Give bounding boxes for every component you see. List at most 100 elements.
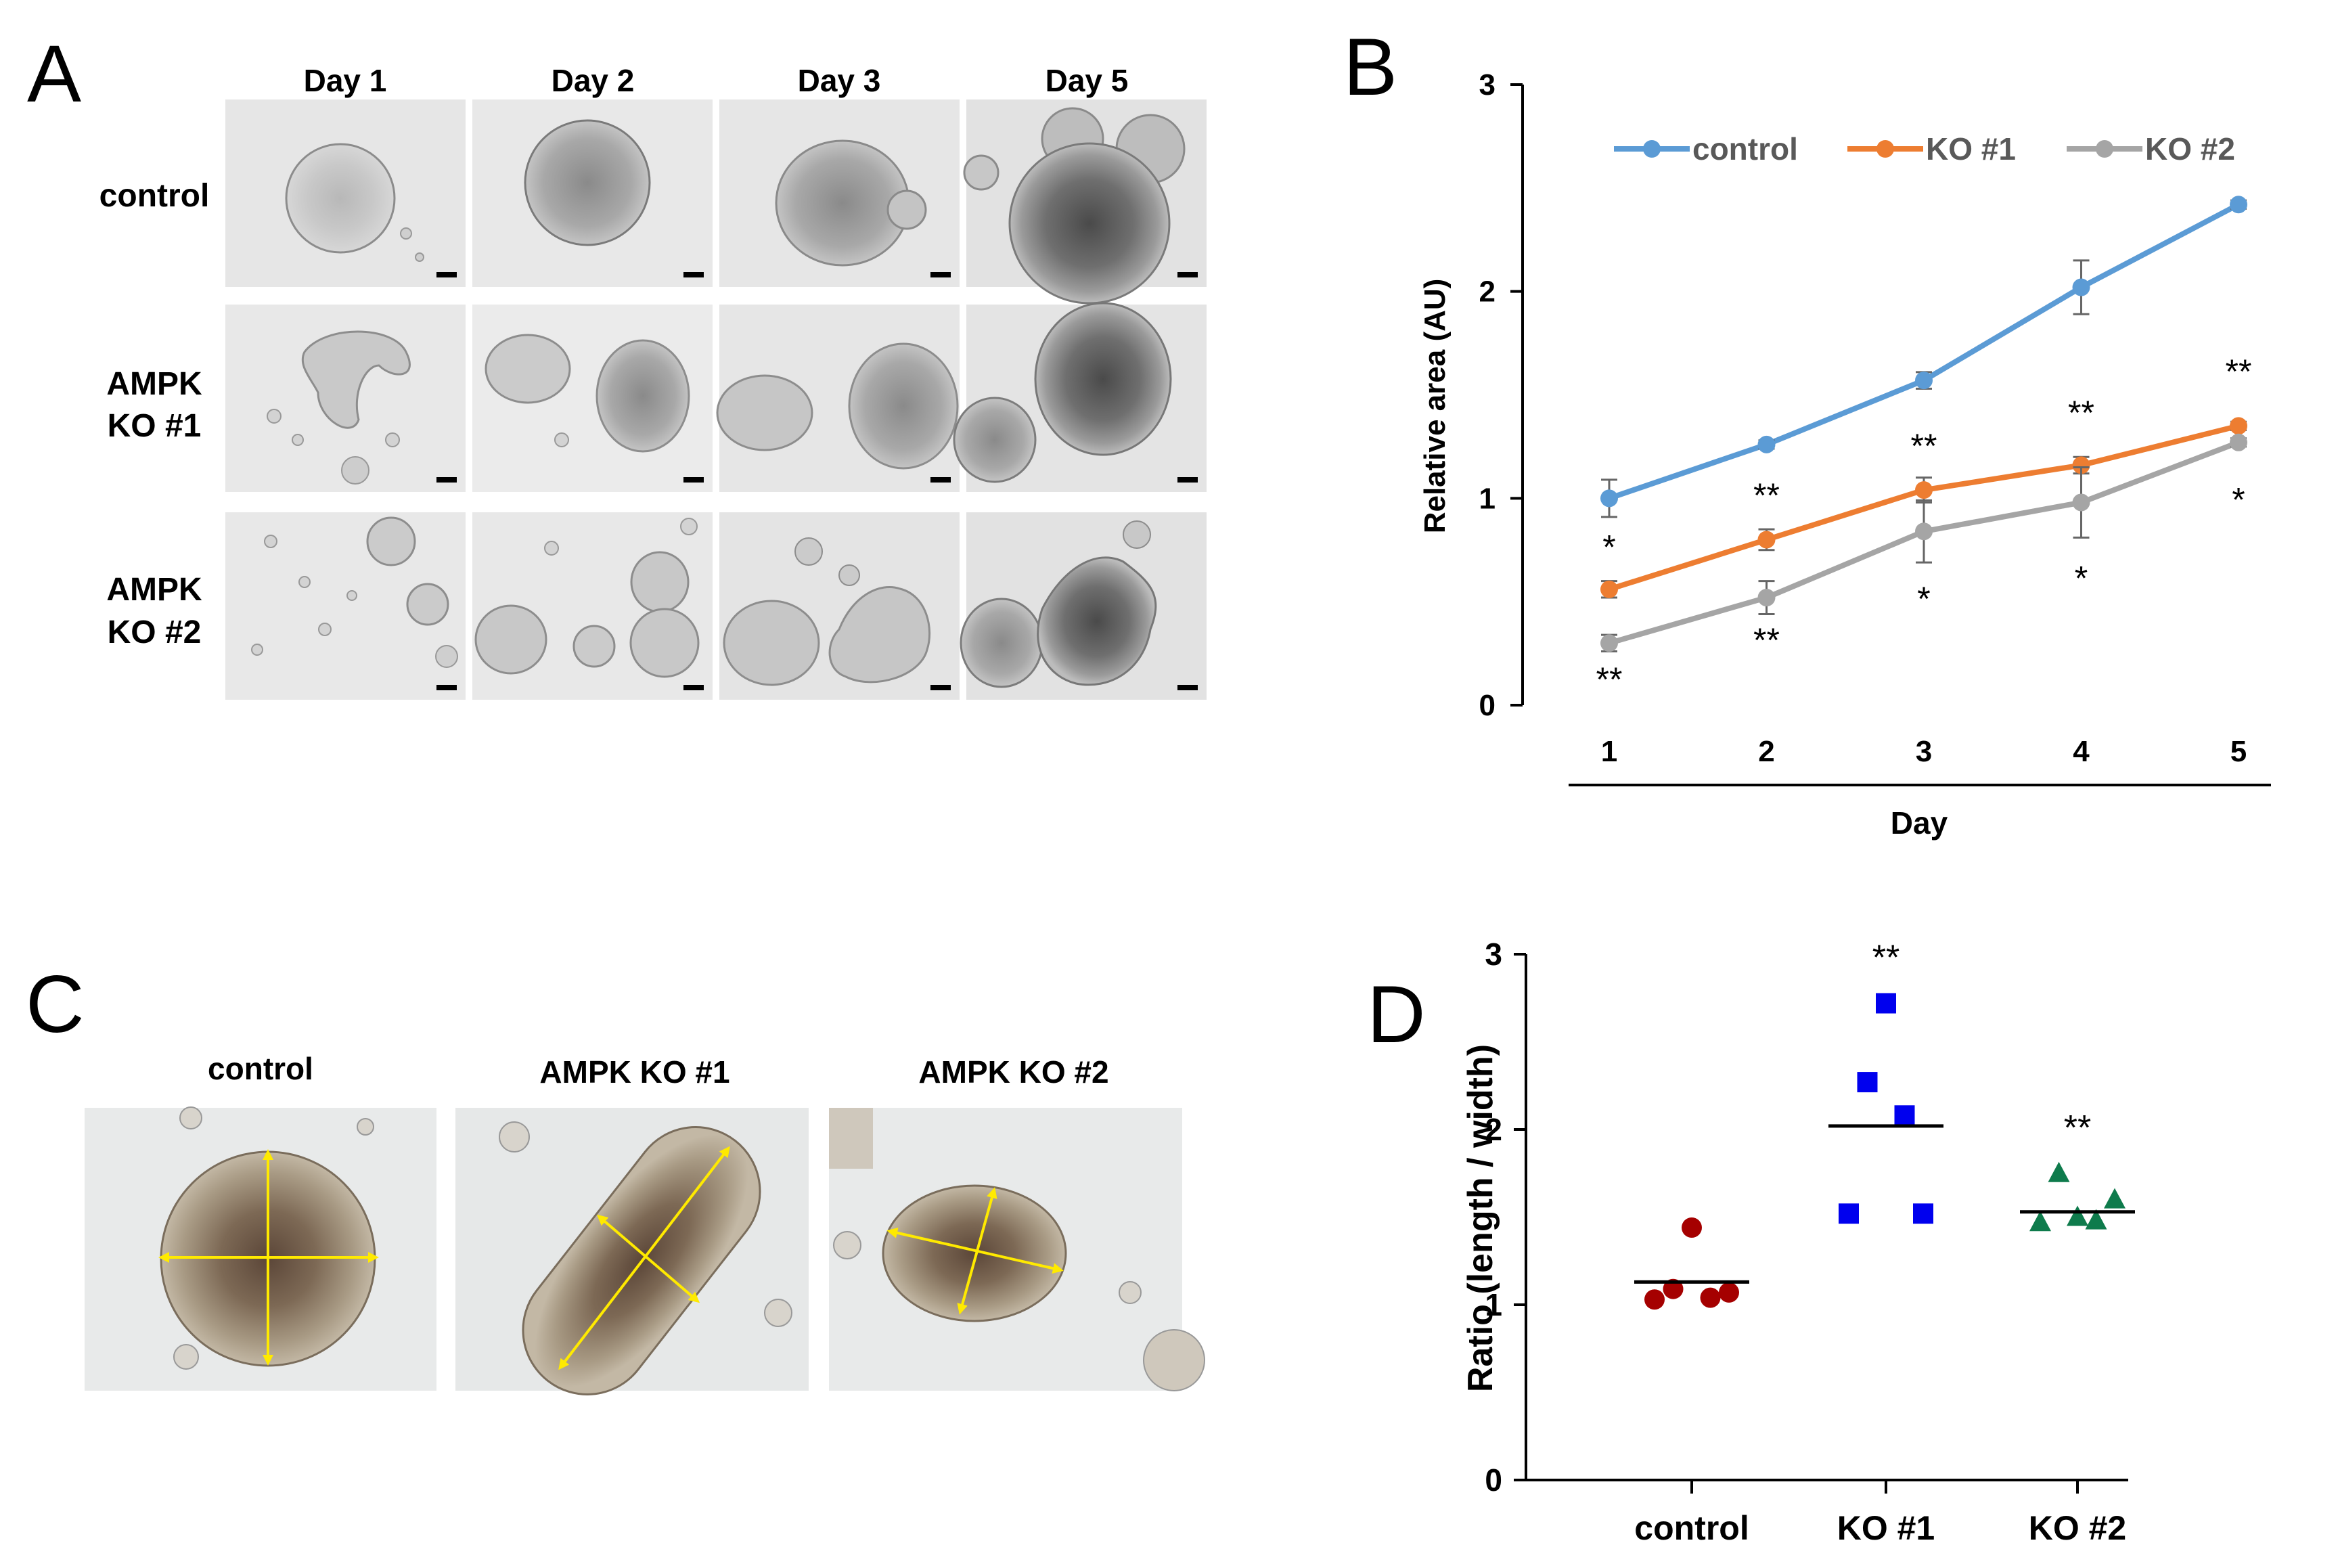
- data-point: [2230, 196, 2247, 214]
- panel-c-letter: C: [26, 959, 85, 1050]
- legend-label: control: [1692, 131, 1798, 166]
- data-point: [1913, 1203, 1933, 1224]
- micrograph-control-day1: [225, 99, 466, 287]
- y-axis-title: Ratio (length / width): [1461, 1044, 1500, 1392]
- x-tick-label: 1: [1601, 735, 1617, 768]
- legend-swatch-marker: [1876, 140, 1894, 158]
- micrograph-ko2-day2: [472, 512, 713, 700]
- micrograph-control-day5: [963, 99, 1207, 305]
- image-control: [85, 1106, 436, 1391]
- y-tick-label: 2: [1485, 1112, 1502, 1147]
- data-point: [1876, 993, 1896, 1014]
- column-label-day-1: Day 1: [304, 63, 387, 98]
- significance-mark: **: [1911, 427, 1937, 465]
- data-point: [1682, 1217, 1702, 1238]
- panel-a: A Day 1 Day 2 Day 3 Day 5 control AMPK K…: [27, 28, 1207, 700]
- legend-swatch-marker: [1643, 140, 1661, 158]
- row-label-ko2-line1: AMPK: [106, 572, 202, 608]
- significance-mark: **: [1753, 621, 1780, 659]
- x-tick-label: control: [1634, 1509, 1749, 1547]
- data-point: [2072, 278, 2090, 296]
- legend-label: KO #2: [2145, 131, 2235, 166]
- micrograph-grid: [225, 99, 1207, 700]
- micrograph-ko2-day3: [719, 512, 960, 700]
- image-ko2: [829, 1108, 1205, 1391]
- data-point: [1915, 522, 1933, 541]
- significance-mark: *: [2232, 480, 2245, 518]
- data-point: [2067, 1205, 2088, 1226]
- micrograph-ko1-day3: [716, 305, 960, 492]
- image-ko1: [455, 1108, 809, 1395]
- significance-mark: **: [1596, 660, 1623, 698]
- y-axis-title: Relative area (AU): [1418, 279, 1452, 534]
- column-label-day-5: Day 5: [1046, 63, 1129, 98]
- data-point: [1757, 531, 1776, 549]
- x-tick-label: 5: [2230, 735, 2247, 768]
- data-point: [1915, 481, 1933, 499]
- micrograph-ko1-day1: [225, 305, 466, 492]
- image-label-control: control: [208, 1051, 313, 1086]
- x-tick-label: 3: [1916, 735, 1932, 768]
- significance-mark: **: [1872, 939, 1899, 978]
- data-point: [1600, 580, 1618, 598]
- data-point: [2230, 417, 2247, 435]
- y-tick-label: 0: [1479, 689, 1496, 722]
- x-tick-label: 4: [2073, 735, 2090, 768]
- significance-mark: **: [2068, 394, 2094, 432]
- micrograph-ko1-day2: [472, 305, 713, 492]
- y-tick-label: 3: [1485, 937, 1502, 972]
- legend-label: KO #1: [1926, 131, 2016, 166]
- data-point: [1600, 634, 1618, 652]
- row-label-ko2-line2: KO #2: [108, 614, 202, 650]
- data-point: [1839, 1203, 1859, 1224]
- significance-mark: **: [2226, 353, 2252, 390]
- column-label-day-3: Day 3: [798, 63, 881, 98]
- data-point: [1700, 1287, 1721, 1308]
- image-label-ko1: AMPK KO #1: [539, 1054, 729, 1090]
- data-point: [2072, 493, 2090, 512]
- row-label-ko1-line1: AMPK: [106, 366, 202, 402]
- data-point: [1757, 589, 1776, 607]
- micrograph-ko1-day5: [953, 302, 1207, 492]
- x-tick-label: 2: [1758, 735, 1774, 768]
- row-label-control: control: [99, 178, 210, 214]
- panel-d-letter: D: [1367, 969, 1426, 1060]
- y-tick-label: 1: [1485, 1287, 1502, 1322]
- x-tick-label: KO #1: [1837, 1509, 1935, 1547]
- y-tick-label: 2: [1479, 275, 1496, 309]
- column-label-day-2: Day 2: [552, 63, 635, 98]
- panel-a-letter: A: [27, 28, 81, 119]
- data-point: [2230, 433, 2247, 451]
- y-tick-label: 3: [1479, 68, 1496, 102]
- data-point: [1719, 1282, 1739, 1303]
- x-tick-label: KO #2: [2029, 1509, 2127, 1547]
- data-point: [2048, 1161, 2070, 1182]
- micrograph-control-day2: [472, 99, 713, 287]
- significance-mark: **: [2064, 1108, 2091, 1148]
- data-point: [1644, 1289, 1665, 1310]
- data-point: [1915, 372, 1933, 390]
- data-point: [2104, 1188, 2126, 1209]
- panel-c: C control AMPK KO #1 AMPK KO #2: [26, 959, 1205, 1395]
- row-label-ko1-line2: KO #1: [108, 408, 202, 444]
- data-point: [1894, 1105, 1915, 1126]
- data-point: [2029, 1211, 2051, 1232]
- y-tick-label: 1: [1479, 482, 1496, 515]
- data-point: [1757, 435, 1776, 453]
- panel-b-letter: B: [1343, 22, 1397, 112]
- data-point: [2072, 456, 2090, 474]
- data-point: [1857, 1072, 1878, 1093]
- y-tick-label: 0: [1485, 1462, 1502, 1498]
- micrograph-ko2-day1: [225, 512, 466, 700]
- image-label-ko2: AMPK KO #2: [918, 1054, 1108, 1090]
- legend-swatch-marker: [2096, 140, 2113, 158]
- significance-mark: *: [1602, 529, 1615, 566]
- data-point: [1663, 1278, 1684, 1299]
- data-point: [1600, 489, 1618, 508]
- panel-d: D 0 1 2 3 control KO #1 KO #2 Ratio (length / w…: [1367, 937, 2135, 1547]
- significance-mark: *: [1917, 580, 1930, 618]
